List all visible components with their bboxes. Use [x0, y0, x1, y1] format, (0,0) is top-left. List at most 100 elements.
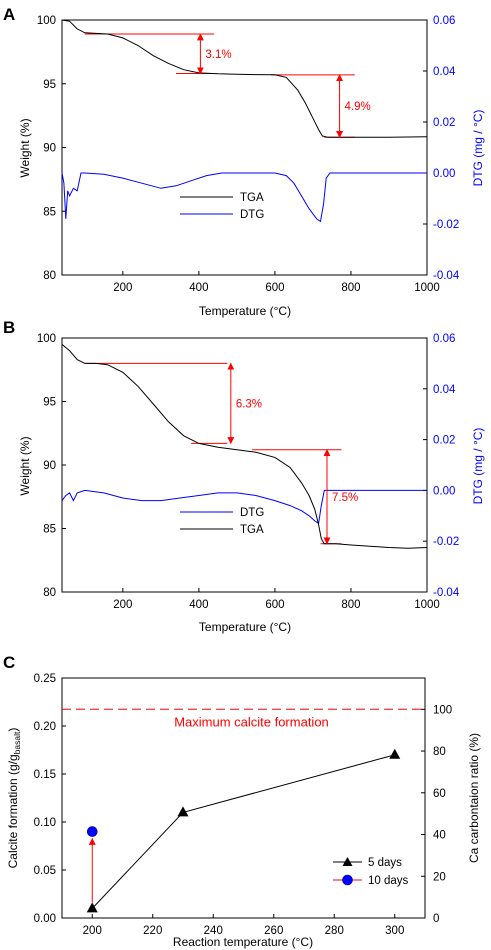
y-right-tick-label: 0.06: [433, 333, 455, 345]
plot-frame: [61, 19, 428, 276]
x-tick-label: 400: [189, 599, 208, 611]
x-axis: 200 400 600 800 1000: [113, 588, 440, 611]
difference-label: 6.3%: [236, 398, 262, 410]
y-right-tick-label: 40: [433, 830, 446, 842]
tga-series-line: [61, 344, 428, 549]
x-tick-label: 220: [143, 925, 162, 937]
tga-series-line: [61, 19, 428, 138]
right-axis: -0.04 -0.02 0.00 0.02 0.04 0.06: [423, 333, 460, 599]
y-axis-label-left: Calcite formation (g/gbasalt): [6, 728, 22, 869]
y-axis-label-right: DTG (mg / °C): [471, 428, 485, 505]
y-right-tick-label: 0.00: [433, 485, 455, 497]
y-right-tick-label: 0: [433, 913, 439, 925]
legend-label-dtg: DTG: [240, 507, 264, 519]
x-tick-label: 260: [264, 925, 283, 937]
five-days-marker: [389, 748, 401, 759]
y-right-tick-label: 0.04: [433, 384, 456, 396]
x-tick-label: 200: [113, 599, 132, 611]
legend: TGA DTG: [180, 192, 264, 221]
x-tick-label: 1000: [414, 599, 440, 611]
x-tick-label: 200: [83, 925, 102, 937]
y-axis-label-right: DTG (mg / °C): [471, 110, 485, 187]
y-axis-label-left-main: Calcite formation (g/g: [6, 754, 20, 868]
legend-label-dtg: DTG: [240, 209, 264, 221]
x-axis: 200 400 600 800 1000: [113, 271, 440, 294]
panel-label-c: C: [3, 653, 15, 672]
y-right-tick-label: 20: [433, 871, 446, 883]
x-tick-label: 400: [189, 282, 208, 294]
y-tick-label: 0.05: [34, 865, 56, 877]
five-days-marker: [86, 902, 98, 913]
difference-label: 3.1%: [205, 49, 231, 61]
y-right-tick-label: -0.02: [433, 219, 459, 231]
y-tick-label: 95: [43, 79, 56, 91]
difference-label: 4.9%: [345, 101, 371, 113]
right-axis: 0 20 40 60 80 100: [421, 704, 452, 925]
y-right-tick-label: 80: [433, 746, 446, 758]
y-right-tick-label: 0.04: [433, 66, 456, 78]
y-right-tick-label: 0.06: [433, 15, 455, 27]
dtg-series-line: [61, 172, 427, 223]
x-axis-label: Temperature (°C): [199, 620, 291, 634]
x-tick-label: 280: [325, 925, 344, 937]
difference-label: 7.5%: [332, 492, 358, 504]
y-axis-label-right: Ca carbontaion ratio (%): [467, 733, 481, 863]
panel-label-a: A: [3, 5, 15, 24]
x-axis-label: Temperature (°C): [199, 304, 291, 318]
y-tick-label: 0.10: [34, 817, 56, 829]
legend: DTG TGA: [180, 507, 264, 536]
y-right-tick-label: 0.00: [433, 168, 455, 180]
y-tick-label: 85: [43, 524, 56, 536]
left-axis: 0.00 0.05 0.10 0.15 0.20 0.25: [34, 673, 66, 925]
y-tick-label: 90: [43, 460, 56, 472]
left-axis: 80 85 90 95 100: [37, 333, 66, 599]
x-tick-label: 800: [341, 599, 360, 611]
legend-label-10-days: 10 days: [368, 875, 409, 887]
y-tick-label: 100: [37, 333, 56, 345]
legend-swatch-circle: [342, 874, 353, 886]
ten-days-marker: [86, 826, 98, 837]
plot-frame: [61, 677, 426, 919]
y-axis-label-left-subscript: basalt: [12, 731, 22, 754]
annotations: 6.3% 7.5%: [227, 362, 358, 545]
y-tick-label: 85: [43, 206, 56, 218]
plot-frame: [61, 337, 428, 593]
y-tick-label: 0.25: [34, 673, 56, 685]
y-axis-label-left: Weight (%): [18, 118, 32, 177]
five-days-marker: [177, 806, 189, 817]
y-tick-label: 0.20: [34, 721, 56, 733]
panel-b: B 80 85 90 95 100 -0.04 -0.02 0.00 0.02 0.04 0.06…: [3, 318, 485, 634]
y-axis-label-left: Weight (%): [18, 436, 32, 495]
y-right-tick-label: 0.02: [433, 435, 455, 447]
y-right-tick-label: -0.02: [433, 536, 459, 548]
x-tick-label: 1000: [414, 282, 440, 294]
legend: 5 days 10 days: [333, 857, 409, 887]
y-tick-label: 100: [37, 15, 56, 27]
y-tick-label: 95: [43, 397, 56, 409]
y-right-tick-label: 0.02: [433, 117, 455, 129]
y-right-tick-label: -0.04: [433, 587, 460, 599]
y-right-tick-label: -0.04: [433, 270, 460, 282]
y-tick-label: 80: [43, 270, 56, 282]
x-tick-label: 300: [385, 925, 404, 937]
panel-c: C 0.000.050.100.150.200.25 020406080100 …: [3, 653, 481, 949]
x-axis: 200 220 240 260 280 300: [83, 914, 404, 937]
five-days-series-line: [91, 754, 395, 909]
panel-label-b: B: [3, 318, 15, 337]
x-axis-label: Reaction temperature (°C): [173, 935, 313, 949]
y-tick-label: 0.15: [34, 769, 56, 781]
y-tick-label: 90: [43, 143, 56, 155]
y-axis-label-left-close: ): [6, 728, 20, 732]
panel-a: A 80 85 90 95 100 -0.04 -0.02 0.00 0.02 0.04 0.06…: [3, 5, 485, 318]
x-tick-label: 200: [113, 282, 132, 294]
y-tick-label: 80: [43, 587, 56, 599]
max-calcite-label: Maximum calcite formation: [174, 714, 329, 729]
legend-swatch-triangle: [342, 857, 353, 866]
y-tick-label: 0.00: [34, 913, 56, 925]
y-right-tick-label: 60: [433, 788, 446, 800]
x-tick-label: 800: [341, 282, 360, 294]
annotations: 3.1% 4.9%: [196, 33, 371, 139]
data-points: [86, 748, 401, 913]
legend-label-5-days: 5 days: [368, 857, 402, 869]
